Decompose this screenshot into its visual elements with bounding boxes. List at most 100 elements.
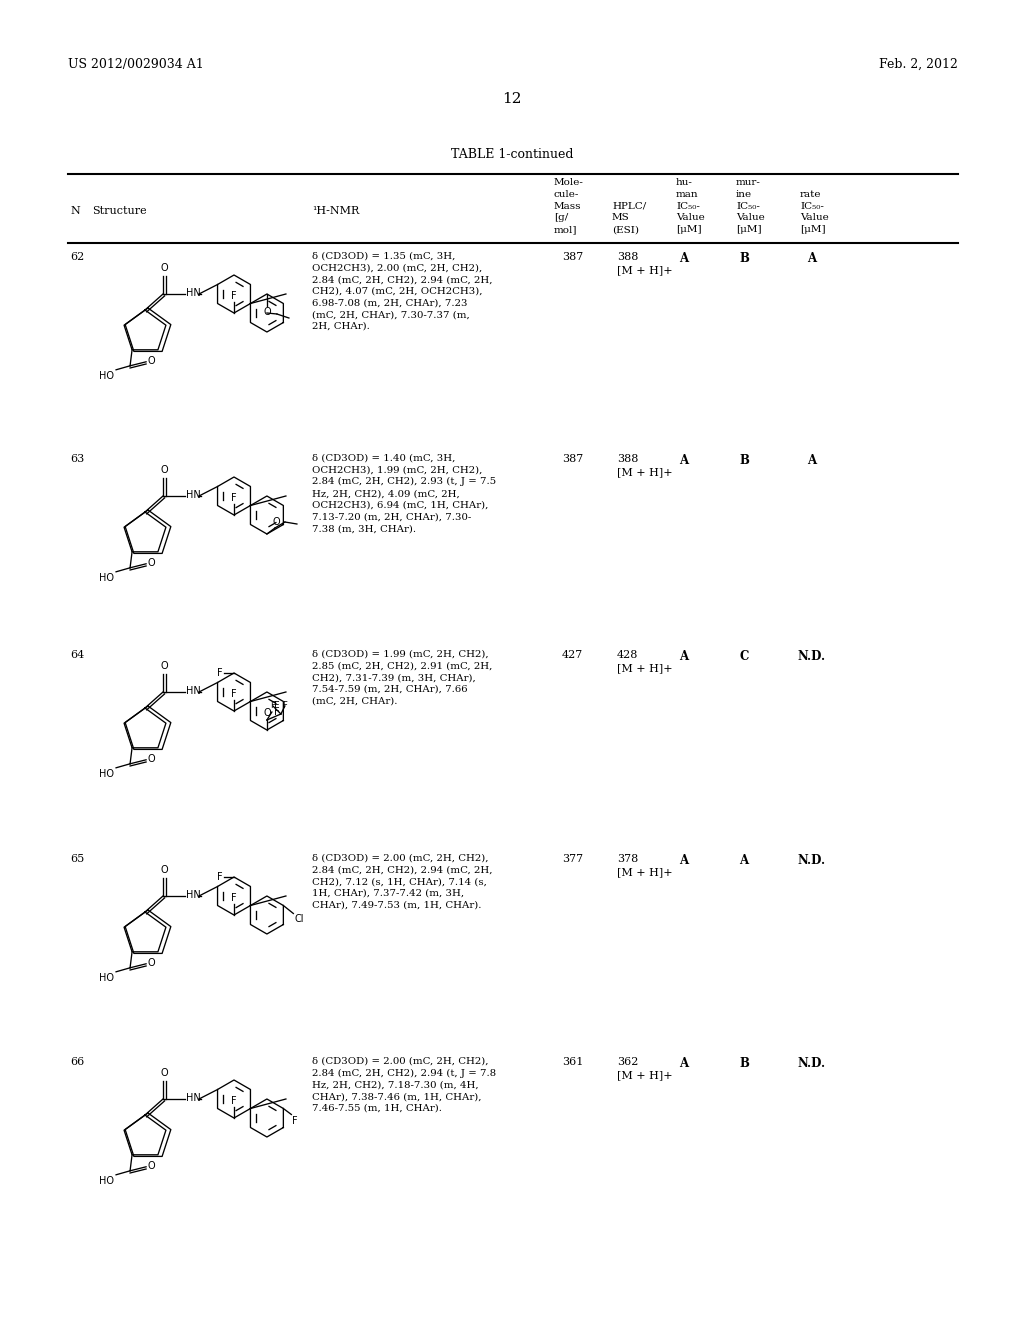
Text: man: man (676, 190, 698, 199)
Text: A: A (808, 252, 816, 265)
Text: O: O (272, 517, 280, 527)
Text: A: A (680, 454, 688, 467)
Text: ine: ine (736, 190, 752, 199)
Text: HN: HN (186, 890, 201, 900)
Text: 387: 387 (562, 252, 584, 261)
Text: δ (CD3OD) = 1.99 (mC, 2H, CH2),
2.85 (mC, 2H, CH2), 2.91 (mC, 2H,
CH2), 7.31-7.3: δ (CD3OD) = 1.99 (mC, 2H, CH2), 2.85 (mC… (312, 649, 493, 706)
Text: hu-: hu- (676, 178, 693, 187)
Text: 387: 387 (562, 454, 584, 465)
Text: A: A (680, 649, 688, 663)
Text: F: F (283, 701, 288, 710)
Text: A: A (680, 252, 688, 265)
Text: N: N (70, 206, 80, 216)
Text: F: F (231, 1096, 237, 1106)
Text: IC₅₀-: IC₅₀- (736, 202, 760, 211)
Text: Mass: Mass (554, 202, 582, 211)
Text: O: O (160, 263, 168, 273)
Text: HO: HO (99, 573, 114, 583)
Text: O: O (160, 465, 168, 475)
Text: 428
[M + H]+: 428 [M + H]+ (617, 649, 673, 673)
Text: N.D.: N.D. (798, 649, 826, 663)
Text: Value: Value (800, 214, 828, 222)
Text: F: F (231, 894, 237, 903)
Text: 388
[M + H]+: 388 [M + H]+ (617, 252, 673, 275)
Text: 12: 12 (502, 92, 522, 106)
Text: (ESI): (ESI) (612, 226, 639, 234)
Text: IC₅₀-: IC₅₀- (676, 202, 699, 211)
Text: 362
[M + H]+: 362 [M + H]+ (617, 1057, 673, 1080)
Text: N.D.: N.D. (798, 1057, 826, 1071)
Text: 65: 65 (70, 854, 84, 865)
Text: Value: Value (736, 214, 765, 222)
Text: B: B (739, 252, 749, 265)
Text: Cl: Cl (294, 915, 304, 924)
Text: Feb. 2, 2012: Feb. 2, 2012 (880, 58, 958, 71)
Text: 62: 62 (70, 252, 84, 261)
Text: HN: HN (186, 490, 201, 500)
Text: A: A (680, 1057, 688, 1071)
Text: B: B (739, 1057, 749, 1071)
Text: F: F (293, 1115, 298, 1126)
Text: Value: Value (676, 214, 705, 222)
Text: MS: MS (612, 214, 630, 222)
Text: F: F (217, 873, 223, 882)
Text: F: F (217, 668, 223, 678)
Text: F: F (231, 689, 237, 700)
Text: HN: HN (186, 1093, 201, 1104)
Text: [μM]: [μM] (736, 226, 762, 234)
Text: F: F (274, 701, 280, 711)
Text: δ (CD3OD) = 2.00 (mC, 2H, CH2),
2.84 (mC, 2H, CH2), 2.94 (mC, 2H,
CH2), 7.12 (s,: δ (CD3OD) = 2.00 (mC, 2H, CH2), 2.84 (mC… (312, 854, 493, 909)
Text: HN: HN (186, 288, 201, 298)
Text: O: O (147, 356, 155, 366)
Text: cule-: cule- (554, 190, 580, 199)
Text: O: O (147, 958, 155, 968)
Text: 361: 361 (562, 1057, 584, 1067)
Text: A: A (680, 854, 688, 867)
Text: O: O (147, 1160, 155, 1171)
Text: [μM]: [μM] (800, 226, 825, 234)
Text: IC₅₀-: IC₅₀- (800, 202, 824, 211)
Text: O: O (160, 1068, 168, 1078)
Text: 378
[M + H]+: 378 [M + H]+ (617, 854, 673, 876)
Text: mol]: mol] (554, 226, 578, 234)
Text: A: A (739, 854, 749, 867)
Text: F: F (231, 290, 237, 301)
Text: 377: 377 (562, 854, 583, 865)
Text: ¹H-NMR: ¹H-NMR (312, 206, 359, 216)
Text: 388
[M + H]+: 388 [M + H]+ (617, 454, 673, 477)
Text: mur-: mur- (736, 178, 761, 187)
Text: O: O (263, 308, 270, 317)
Text: 66: 66 (70, 1057, 84, 1067)
Text: HPLC/: HPLC/ (612, 202, 646, 211)
Text: O: O (147, 754, 155, 764)
Text: A: A (808, 454, 816, 467)
Text: N.D.: N.D. (798, 854, 826, 867)
Text: 427: 427 (562, 649, 584, 660)
Text: B: B (739, 454, 749, 467)
Text: HO: HO (99, 1176, 114, 1185)
Text: O: O (263, 708, 270, 718)
Text: O: O (147, 558, 155, 568)
Text: δ (CD3OD) = 2.00 (mC, 2H, CH2),
2.84 (mC, 2H, CH2), 2.94 (t, J = 7.8
Hz, 2H, CH2: δ (CD3OD) = 2.00 (mC, 2H, CH2), 2.84 (mC… (312, 1057, 496, 1113)
Text: [g/: [g/ (554, 214, 568, 222)
Text: HO: HO (99, 768, 114, 779)
Text: Mole-: Mole- (554, 178, 584, 187)
Text: F: F (231, 492, 237, 503)
Text: O: O (160, 865, 168, 875)
Text: C: C (739, 649, 749, 663)
Text: rate: rate (800, 190, 821, 199)
Text: HN: HN (186, 686, 201, 696)
Text: F: F (273, 708, 280, 717)
Text: US 2012/0029034 A1: US 2012/0029034 A1 (68, 58, 204, 71)
Text: δ (CD3OD) = 1.40 (mC, 3H,
OCH2CH3), 1.99 (mC, 2H, CH2),
2.84 (mC, 2H, CH2), 2.93: δ (CD3OD) = 1.40 (mC, 3H, OCH2CH3), 1.99… (312, 454, 496, 533)
Text: 64: 64 (70, 649, 84, 660)
Text: [μM]: [μM] (676, 226, 701, 234)
Text: O: O (160, 661, 168, 671)
Text: δ (CD3OD) = 1.35 (mC, 3H,
OCH2CH3), 2.00 (mC, 2H, CH2),
2.84 (mC, 2H, CH2), 2.94: δ (CD3OD) = 1.35 (mC, 3H, OCH2CH3), 2.00… (312, 252, 493, 331)
Text: HO: HO (99, 973, 114, 983)
Text: TABLE 1-continued: TABLE 1-continued (451, 148, 573, 161)
Text: Structure: Structure (92, 206, 146, 216)
Text: F: F (270, 701, 275, 710)
Text: 63: 63 (70, 454, 84, 465)
Text: HO: HO (99, 371, 114, 380)
